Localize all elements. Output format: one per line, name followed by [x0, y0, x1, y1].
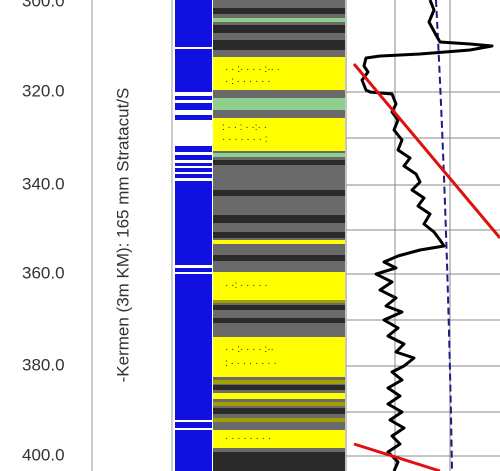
- depth-label: 400.0: [22, 445, 65, 464]
- svg-text:: · · · · · · · ·: : · · · · · · · ·: [225, 358, 277, 369]
- svg-text:· · · · · · · :: · · · · · · · :: [222, 134, 268, 145]
- lithology-track: · · :· · · · :·· · · : · · · · · · : · ·…: [213, 0, 345, 471]
- svg-text:· · :· · · · :·· ·: · · :· · · · :·· ·: [225, 64, 280, 75]
- depth-label: 320.0: [22, 81, 65, 100]
- depth-label: 340.0: [22, 174, 65, 193]
- svg-text:: · · : · ·:· ·: : · · : · ·:· ·: [222, 122, 267, 133]
- svg-text:· · :· · · · :··: · · :· · · · :··: [225, 344, 274, 355]
- blue-track: [175, 0, 212, 471]
- svg-text:· ·: · · · · ·: · ·: · · · · ·: [225, 280, 268, 291]
- well-log: -Kermen (3m KM): 165 mm Stratacut/S: [0, 0, 500, 471]
- depth-label: 300.0: [22, 0, 65, 10]
- svg-text:· : · · · · · ·: · : · · · · · ·: [225, 76, 271, 87]
- depth-label: 380.0: [22, 355, 65, 374]
- track-title: -Kermen (3m KM): 165 mm Stratacut/S: [113, 88, 132, 383]
- depth-label: 360.0: [22, 263, 65, 282]
- svg-text:· · · · · · · ·: · · · · · · · ·: [225, 433, 271, 444]
